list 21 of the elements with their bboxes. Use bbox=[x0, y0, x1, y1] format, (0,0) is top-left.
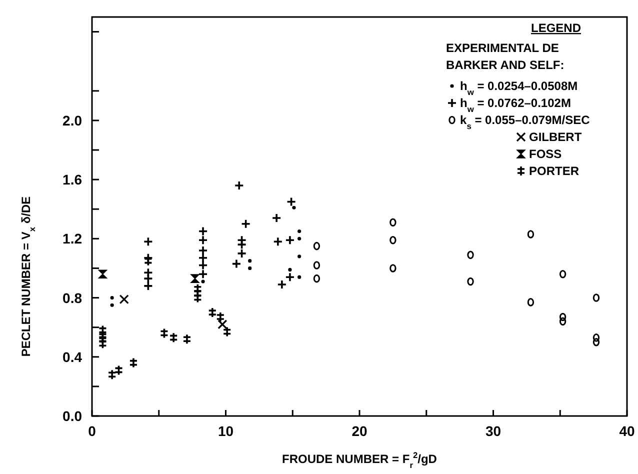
x-tick-label: 0 bbox=[88, 423, 96, 439]
y-tick-label: 2.0 bbox=[62, 112, 82, 128]
x-tick-label: 10 bbox=[218, 423, 234, 439]
legend-label: k$_{s}$ = 0.055–0.079M/SEC bbox=[460, 113, 590, 131]
legend-label: GILBERT bbox=[529, 130, 582, 144]
x-axis-title: FROUDE NUMBER = F$_{r}$$^{2}$/gD bbox=[282, 450, 438, 470]
y-tick-label: 0.8 bbox=[62, 290, 82, 306]
annotation: EXPERIMENTAL DE bbox=[446, 41, 559, 55]
x-tick-label: 40 bbox=[619, 423, 635, 439]
legend-label: h$_{w}$ = 0.0254–0.0508M bbox=[460, 79, 578, 97]
legend-label: h$_{w}$ = 0.0762–0.102M bbox=[460, 96, 571, 114]
x-tick-label: 30 bbox=[485, 423, 502, 439]
legend-title: LEGEND bbox=[530, 21, 582, 35]
y-tick-label: 1.2 bbox=[62, 230, 82, 247]
x-tick-label: 20 bbox=[352, 423, 368, 439]
y-tick-label: 1.6 bbox=[62, 172, 82, 188]
annotation: BARKER AND SELF: bbox=[446, 58, 564, 72]
legend-label: PORTER bbox=[529, 164, 580, 178]
y-tick-label: 0.0 bbox=[62, 408, 82, 424]
y-tick-label: 0.4 bbox=[62, 348, 82, 365]
legend-label: FOSS bbox=[529, 147, 562, 161]
